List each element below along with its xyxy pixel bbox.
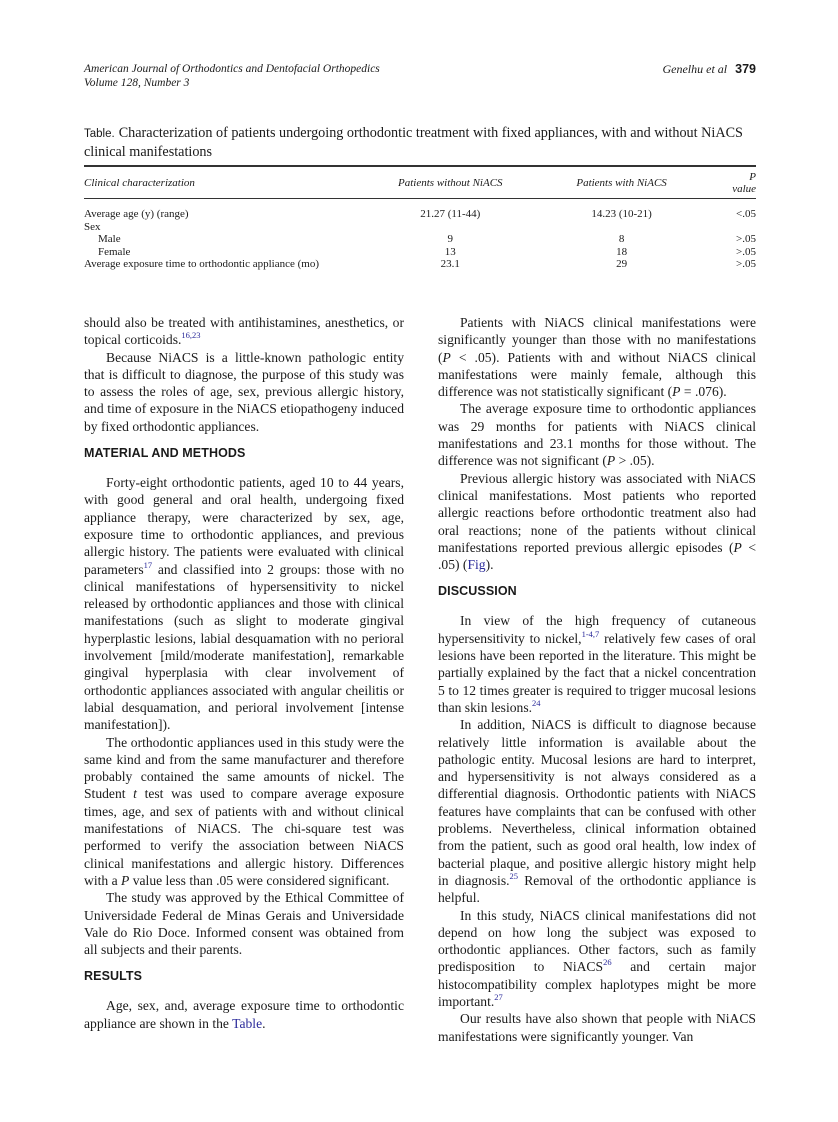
text-run: Patients with NiACS clinical manifestati… (438, 315, 756, 365)
text-run: test was used to compare average exposur… (84, 786, 404, 888)
cell-without: 13 (444, 245, 456, 258)
citation-reference[interactable]: 24 (532, 697, 541, 708)
text-run: Because NiACS is a little-known patholog… (84, 349, 404, 434)
text-run: In addition, NiACS is difficult to diagn… (438, 717, 756, 888)
citation-reference[interactable]: 17 (143, 559, 153, 570)
text-run: In view of the high frequency of cutaneo… (438, 613, 756, 646)
citation-reference[interactable]: 16,23 (181, 330, 201, 341)
text-run: In this study, NiACS clinical manifestat… (438, 907, 756, 975)
text-run: and certain major histocompatibility com… (438, 959, 756, 1009)
italic-symbol: P (606, 453, 616, 469)
paragraph: Patients with NiACS clinical manifestati… (438, 314, 756, 400)
table-header: Patients with NiACS (576, 177, 667, 189)
table-caption-text: Characterization of patients undergoing … (84, 125, 743, 160)
text-run: and classified into 2 groups: those with… (84, 561, 404, 733)
paragraph: In view of the high frequency of cutaneo… (438, 612, 756, 716)
italic-symbol: P (442, 349, 451, 365)
text-run: The average exposure time to orthodontic… (438, 401, 756, 469)
cell-p: >.05 (736, 245, 756, 258)
cell-with: 18 (616, 245, 628, 258)
running-header-journal: American Journal of Orthodontics and Den… (84, 63, 380, 90)
table-caption: Table. Characterization of patients under… (84, 124, 756, 161)
cell-without (390, 221, 511, 234)
paragraph: The orthodontic appliances used in this … (84, 734, 404, 890)
table-header: Clinical characterization (84, 177, 195, 189)
authors: Genelhu et al (662, 62, 728, 76)
section-heading: RESULTS (84, 969, 143, 984)
journal-volume: Volume 128, Number 3 (84, 76, 190, 89)
paragraph: In this study, NiACS clinical manifestat… (438, 907, 756, 1011)
table-header-row: Clinical characterization Patients witho… (84, 166, 756, 199)
text-run: Removal of the orthodontic appliance is … (438, 872, 757, 906)
cell-with: 14.23 (10-21) (591, 208, 652, 220)
text-run: The orthodontic appliances used in this … (84, 734, 404, 802)
text-run: < .05) ( (438, 539, 756, 573)
row-label: Average age (y) (range) (84, 208, 189, 220)
paragraph: Our results have also shown that people … (438, 1010, 756, 1045)
citation-reference[interactable]: 25 (509, 870, 519, 881)
paragraph: In addition, NiACS is difficult to diagn… (438, 716, 756, 906)
paragraph: The study was approved by the Ethical Co… (84, 889, 404, 958)
cell-without: 21.27 (11-44) (420, 208, 481, 220)
italic-symbol: t (133, 786, 137, 802)
text-run: < .05). Patients with and without NiACS … (438, 349, 756, 400)
text-run: . (262, 1015, 266, 1031)
citation-reference[interactable]: 27 (494, 991, 503, 1002)
italic-symbol: P (672, 384, 681, 400)
table-row: Female 13 18 >.05 (84, 246, 756, 259)
row-label: Female (98, 245, 131, 258)
citation-reference[interactable]: 26 (603, 957, 612, 968)
cell-p: >.05 (736, 258, 756, 270)
cross-reference-link[interactable]: Fig (467, 557, 486, 573)
text-run: Age, sex, and, average exposure time to … (84, 998, 404, 1031)
row-label: Male (98, 233, 121, 245)
cell-p: >.05 (736, 233, 756, 245)
table-header: P value (732, 171, 757, 195)
characterization-table: Clinical characterization Patients witho… (84, 165, 756, 271)
italic-symbol: P (733, 539, 742, 555)
paragraph: Previous allergic history was associated… (438, 470, 756, 574)
text-run: should also be treated with antihistamin… (84, 315, 404, 348)
cell-without: 9 (447, 233, 454, 245)
body-column-left: should also be treated with antihistamin… (84, 314, 404, 1032)
text-run: The study was approved by the Ethical Co… (84, 890, 404, 958)
text-run: Forty-eight orthodontic patients, aged 1… (84, 475, 404, 577)
text-run: = .076). (680, 384, 727, 400)
row-label: Average exposure time to orthodontic app… (84, 258, 319, 270)
paragraph: Because NiACS is a little-known patholog… (84, 349, 404, 435)
text-run: Our results have also shown that people … (438, 1011, 756, 1044)
cell-with: 8 (618, 233, 625, 245)
section-heading: DISCUSSION (438, 584, 517, 599)
cell-with: 29 (616, 258, 628, 270)
table-header: Patients without NiACS (398, 177, 503, 189)
italic-symbol: P (121, 872, 130, 888)
row-label: Sex (84, 220, 101, 233)
paragraph: Age, sex, and, average exposure time to … (84, 997, 404, 1032)
paragraph: The average exposure time to orthodontic… (438, 400, 756, 469)
body-column-right: Patients with NiACS clinical manifestati… (438, 314, 756, 1045)
text-run: relatively few cases of oral lesions hav… (438, 630, 756, 715)
cell-p (732, 221, 756, 234)
paragraph: should also be treated with antihistamin… (84, 314, 404, 349)
page-number: 379 (735, 62, 756, 76)
text-run: Previous allergic history was associated… (438, 470, 756, 555)
table-row: Sex (84, 221, 756, 234)
text-run: value less than .05 were considered sign… (129, 872, 390, 888)
section-heading: MATERIAL AND METHODS (84, 446, 246, 461)
cell-without: 23.1 (440, 258, 460, 270)
text-run: ). (485, 557, 494, 573)
table-row: Male 9 8 >.05 (84, 233, 756, 246)
text-run: > .05). (615, 453, 655, 469)
paragraph: Forty-eight orthodontic patients, aged 1… (84, 474, 404, 733)
journal-name: American Journal of Orthodontics and Den… (84, 63, 380, 75)
running-header-page: Genelhu et al 379 (662, 62, 756, 77)
cell-with (511, 221, 732, 234)
cell-p: <.05 (736, 208, 756, 220)
cross-reference-link[interactable]: Table (232, 1015, 263, 1031)
citation-reference[interactable]: 1-4,7 (581, 628, 600, 639)
table-label: Table. (84, 128, 115, 140)
table-row: Average exposure time to orthodontic app… (84, 258, 756, 271)
table-row: Average age (y) (range) 21.27 (11-44) 14… (84, 199, 756, 221)
